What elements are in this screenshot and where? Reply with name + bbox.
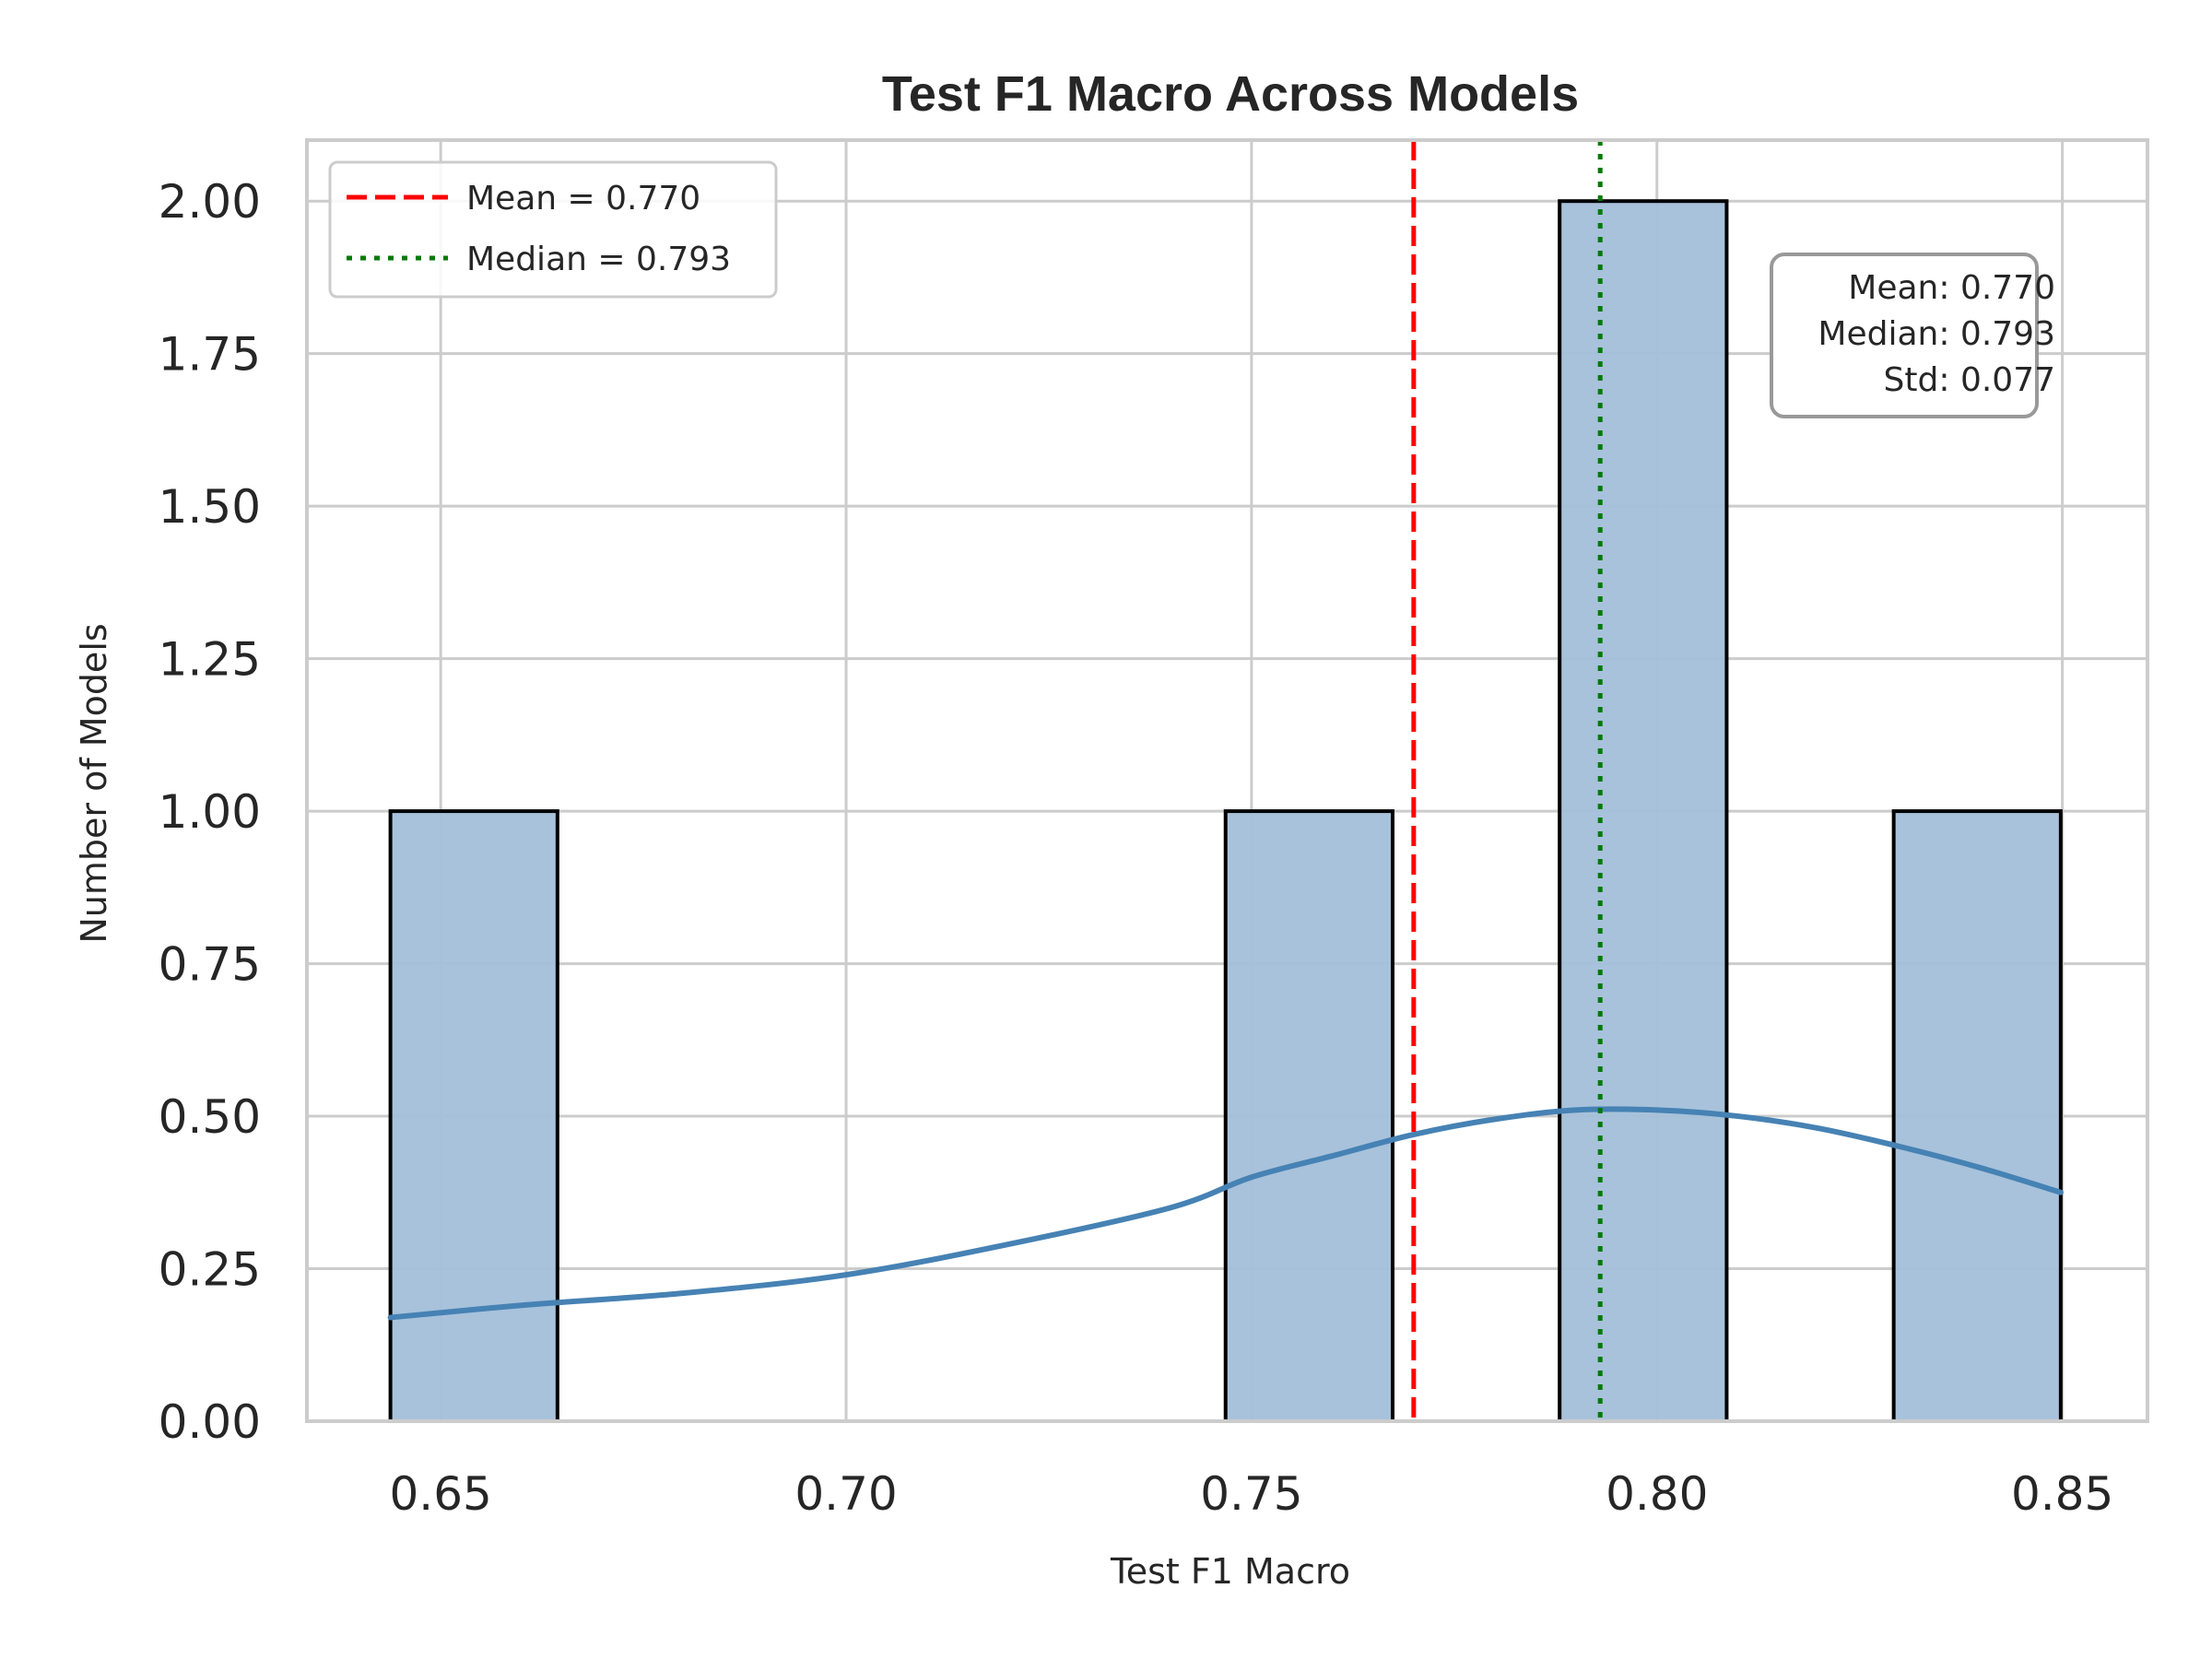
y-tick-label: 1.50 [159,480,261,534]
x-tick-label: 0.75 [1200,1467,1302,1521]
reference-lines [1411,140,1603,1421]
legend-mean-label: Mean = 0.770 [466,180,700,218]
x-tick-label: 0.65 [389,1467,491,1521]
y-tick-label: 0.25 [159,1243,261,1297]
stats-std: Std: 0.077 [1884,361,2055,399]
x-tick-label: 0.85 [2011,1467,2113,1521]
x-tick-labels: 0.65 0.70 0.75 0.80 0.85 [389,1467,2113,1521]
histogram-bar [388,809,559,1423]
chart-title: Test F1 Macro Across Models [882,66,1579,122]
histogram-bar [1223,809,1394,1423]
legend-median-label: Median = 0.793 [466,241,731,278]
x-axis-title: Test F1 Macro [1110,1551,1350,1592]
kde-curve-layer [387,1106,2064,1321]
y-tick-label: 1.00 [159,785,261,839]
histogram-bar [1891,809,2063,1423]
stats-box: Mean: 0.770 Median: 0.793 Std: 0.077 [1770,253,2055,418]
stats-box-frame [1770,253,2039,418]
histogram-bar [1558,199,1729,1424]
kde-curve [387,1106,2064,1321]
y-tick-label: 0.50 [159,1090,261,1144]
x-tick-label: 0.80 [1606,1467,1708,1521]
y-tick-label: 0.75 [159,938,261,992]
y-tick-label: 1.25 [159,633,261,687]
y-tick-label: 2.00 [159,175,261,229]
histogram-bars [388,199,2063,1424]
legend: Mean = 0.770 Median = 0.793 [328,160,778,299]
y-tick-label: 0.00 [159,1395,261,1449]
plot-frame [305,138,2149,1423]
x-tick-label: 0.70 [794,1467,897,1521]
y-axis-title: Number of Models [74,623,114,943]
y-tick-label: 1.75 [159,328,261,382]
y-tick-labels: 0.00 0.25 0.50 0.75 1.00 1.25 1.50 1.75 2.00 [159,175,261,1449]
stats-mean: Mean: 0.770 [1848,269,2055,307]
stats-median: Median: 0.793 [1818,315,2055,353]
